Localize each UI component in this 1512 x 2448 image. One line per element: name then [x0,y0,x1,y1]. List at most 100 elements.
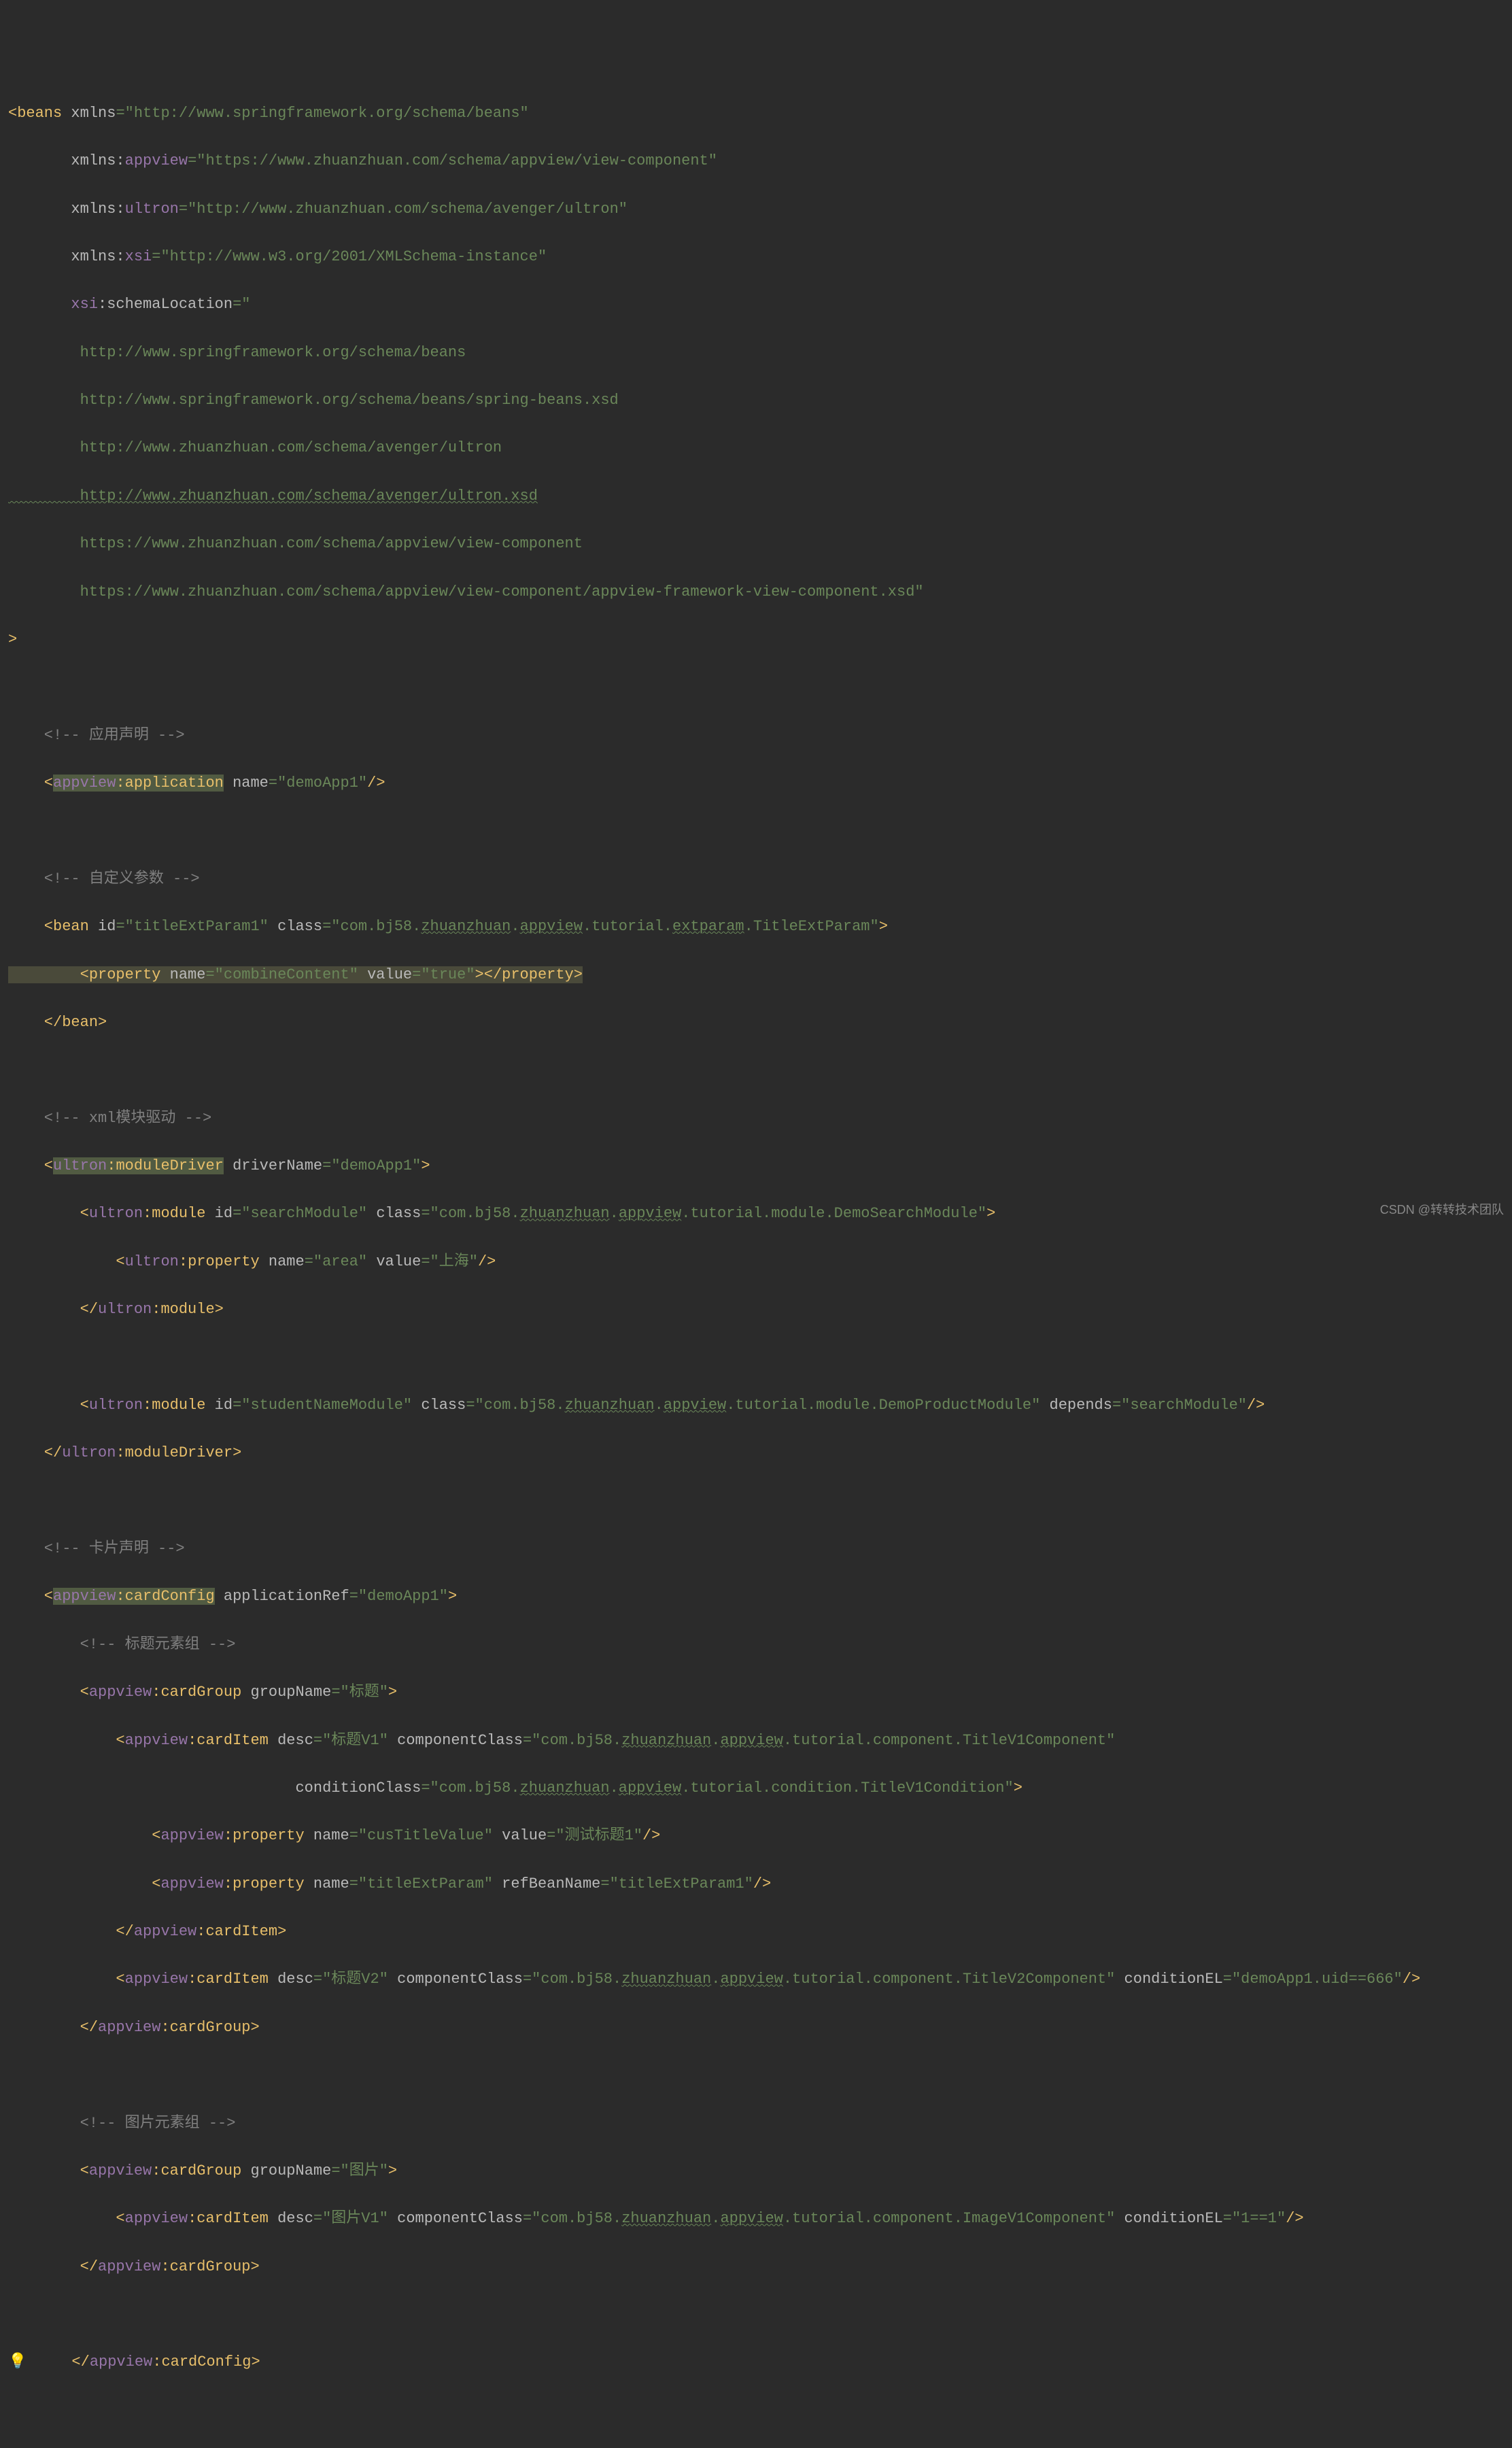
value: appview [720,2210,783,2227]
value: . [711,1971,720,1988]
value: "studentNameModule" [241,1397,412,1414]
value: "com.bj58. [532,1971,621,1988]
code-line: </appview:cardGroup> [0,2255,1512,2279]
code-line: </ultron:moduleDriver> [0,1441,1512,1465]
tag: cardGroup [160,2162,250,2179]
attr: name [313,1875,349,1892]
bracket: > [251,2353,260,2370]
bracket: </ [8,2019,98,2036]
value: appview [664,1397,726,1414]
code-line: <appview:property name="titleExtParam" r… [0,1872,1512,1896]
attr: id [98,918,116,935]
code-line: <appview:cardItem desc="标题V2" componentC… [0,1967,1512,1991]
bracket: > [388,1684,397,1701]
attr: groupName [250,1684,331,1701]
tag: cardItem [196,1732,277,1749]
eq: = [313,1732,322,1749]
comment: <!-- 应用声明 --> [0,724,1512,747]
value: . [655,1397,664,1414]
eq: = [116,105,124,122]
ns: appview [53,1588,116,1605]
eq: = [349,1588,358,1605]
bracket: > [879,918,888,935]
value: "demoApp1.uid==666" [1232,1971,1403,1988]
eq: = [322,918,331,935]
ns: ultron [125,1253,179,1270]
colon: : [116,1588,124,1605]
value: . [511,918,519,935]
value: appview [720,1732,783,1749]
code-line: <appview:cardItem desc="标题V1" componentC… [0,1729,1512,1752]
bracket: < [8,2162,89,2179]
code-line: conditionClass="com.bj58.zhuanzhuan.appv… [0,1776,1512,1800]
value: .TitleExtParam" [744,918,879,935]
code-line: </ultron:module> [0,1297,1512,1321]
eq: = [600,1875,609,1892]
ns: appview [160,1827,223,1844]
code-line: xmlns:appview="https://www.zhuanzhuan.co… [0,149,1512,173]
ns: ultron [53,1157,107,1174]
lightbulb-icon[interactable]: 💡 [8,2353,27,2370]
value: appview [619,1780,681,1797]
value: zhuanzhuan [520,1205,610,1222]
value: .tutorial.component.TitleV2Component" [783,1971,1115,1988]
colon: : [160,2019,169,2036]
attr: componentClass [388,1971,523,1988]
eq: = [523,1732,532,1749]
code-line: http://www.springframework.org/schema/be… [0,341,1512,364]
eq: = [205,966,214,983]
bracket: < [8,1827,160,1844]
bracket: > [8,631,17,648]
tag: property [233,1875,313,1892]
colon: : [143,1205,152,1222]
attr: value [493,1827,547,1844]
eq: = [179,201,188,218]
attr: desc [277,1732,313,1749]
attr: componentClass [388,2210,523,2227]
value: .tutorial.condition.TitleV1Condition" [681,1780,1013,1797]
tag: cardItem [196,1971,277,1988]
attr: value [358,966,412,983]
value: zhuanzhuan [421,918,511,935]
blank-line [0,1346,1512,1370]
bracket: /> [367,775,385,792]
eq: = [331,1684,340,1701]
bracket: < [8,105,17,122]
code-line: <bean id="titleExtParam1" class="com.bj5… [0,915,1512,938]
value: extparam [672,918,744,935]
code-line: <ultron:module id="studentNameModule" cl… [0,1393,1512,1417]
colon: : [179,1253,188,1270]
value: "标题" [341,1684,388,1701]
bracket: > [215,1301,224,1318]
ns: ultron [89,1397,143,1414]
value: .tutorial.component.TitleV1Component" [783,1732,1115,1749]
blank-line [0,2063,1512,2087]
bracket: < [8,1157,53,1174]
bracket: > [250,2258,259,2275]
bracket: < [8,1253,125,1270]
code-line: <appview:application name="demoApp1"/> [0,771,1512,795]
attr: xmlns: [8,201,125,218]
eq: = [412,966,421,983]
colon: : [152,1301,160,1318]
code-line: <ultron:module id="searchModule" class="… [0,1202,1512,1225]
ns: appview [125,2210,188,2227]
value: .tutorial.module.DemoSearchModule" [681,1205,986,1222]
eq: = [1223,2210,1232,2227]
colon: : [152,1684,160,1701]
tag: cardGroup [170,2019,251,2036]
ns-appview: appview [125,152,188,169]
ns: appview [98,2258,160,2275]
value: . [610,1205,619,1222]
value: "1==1" [1232,2210,1286,2227]
bracket: > [250,2019,259,2036]
code-line: <ultron:property name="area" value="上海"/… [0,1250,1512,1274]
value: "图片" [341,2162,388,2179]
bracket: /> [753,1875,771,1892]
value: "标题V2" [322,1971,388,1988]
attr: conditionEL [1115,1971,1222,1988]
bracket: > [1014,1780,1023,1797]
colon: : [188,1732,196,1749]
attr: name [269,1253,305,1270]
code-line: </bean> [0,1010,1512,1034]
